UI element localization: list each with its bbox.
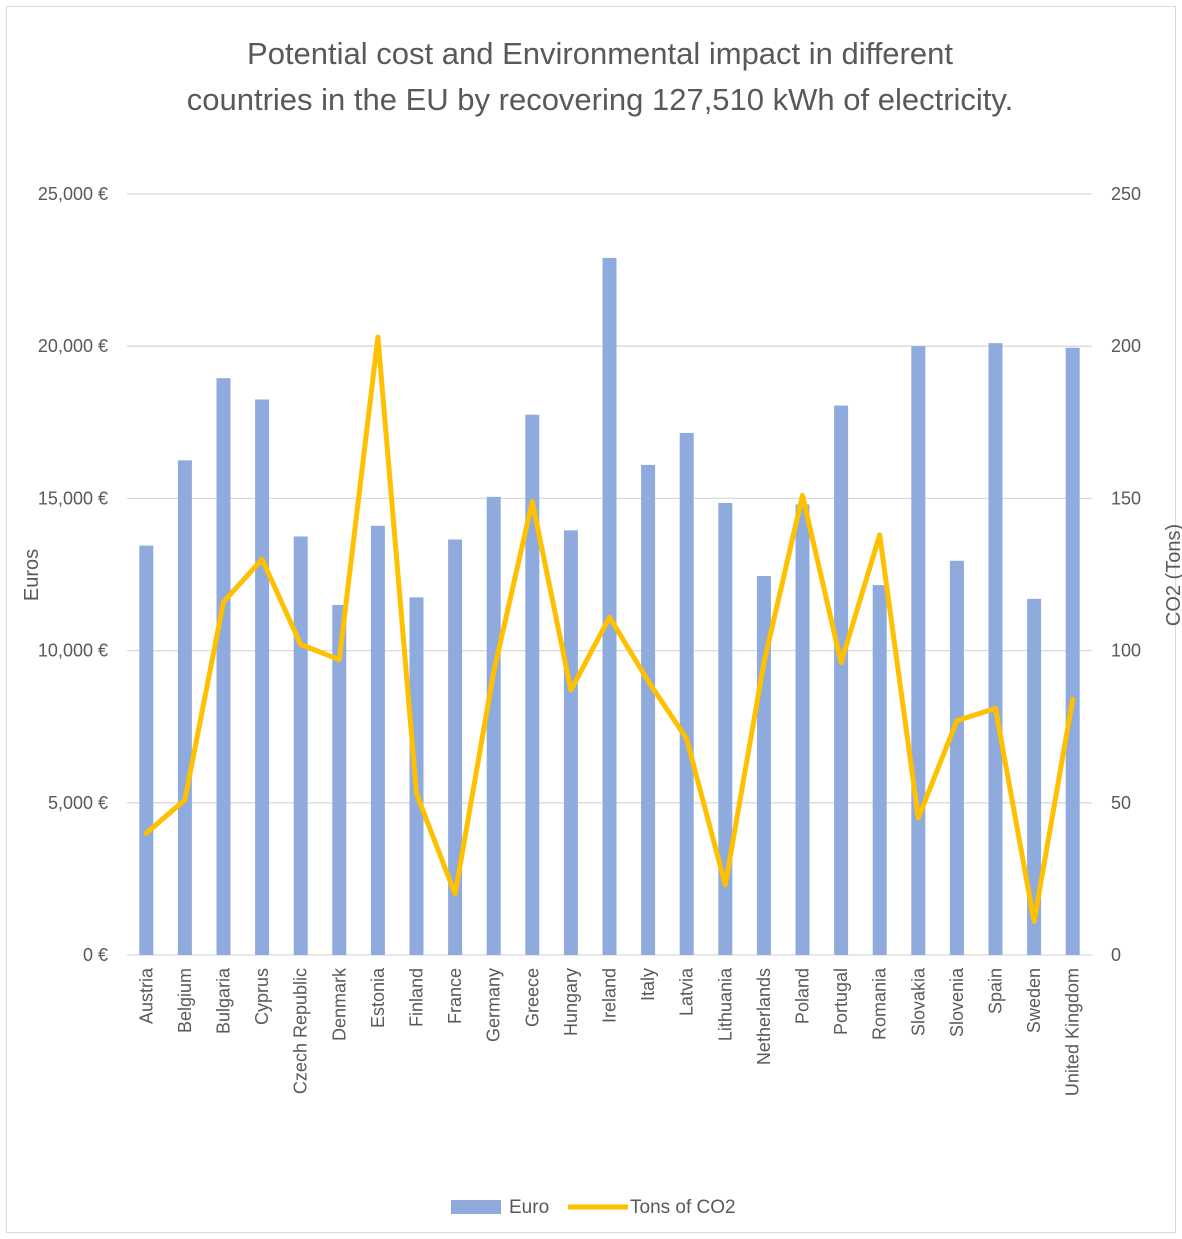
- x-tick-label: Slovenia: [947, 967, 967, 1037]
- bar-denmark: [332, 604, 347, 955]
- chart-title-line-1: Potential cost and Environmental impact …: [247, 36, 953, 71]
- x-axis: Austria Belgium Bulgaria Cyprus Czech Republ…: [136, 967, 1082, 1096]
- bar-france: [448, 539, 463, 955]
- bar-hungary: [563, 530, 578, 955]
- legend-swatch-euro: [451, 1200, 501, 1214]
- co2-line: [143, 334, 1076, 924]
- y2-tick-label: 100: [1111, 641, 1141, 661]
- bar-lithuania: [718, 502, 733, 955]
- x-tick-label: Belgium: [175, 968, 195, 1033]
- y2-tick-label: 0: [1111, 945, 1121, 965]
- x-tick-label: Bulgaria: [214, 967, 234, 1034]
- y-axis-right: 0 50 100 150 200 250: [1111, 184, 1141, 965]
- y-tick-label: 25,000 €: [38, 184, 108, 204]
- bar-spain: [988, 343, 1003, 955]
- y-axis-left: 0 € 5,000 € 10,000 € 15,000 € 20,000 € 25,000…: [38, 184, 108, 965]
- y2-tick-label: 50: [1111, 793, 1131, 813]
- x-tick-label: United Kingdom: [1063, 968, 1083, 1096]
- bar-series: [139, 257, 1080, 956]
- x-tick-label: Lithuania: [715, 967, 735, 1041]
- x-tick-label: Denmark: [329, 967, 349, 1041]
- x-tick-label: Ireland: [600, 968, 620, 1023]
- bar-italy: [641, 464, 656, 955]
- chart-frame: [6, 6, 1176, 1233]
- x-tick-label: Czech Republic: [291, 968, 311, 1094]
- y-tick-label: 0 €: [83, 945, 108, 965]
- y-tick-label: 15,000 €: [38, 488, 108, 508]
- bar-portugal: [834, 405, 849, 956]
- y-tick-label: 5,000 €: [48, 793, 108, 813]
- bar-germany: [486, 496, 501, 955]
- bar-romania: [872, 585, 887, 955]
- bar-united-kingdom: [1065, 347, 1080, 955]
- bar-greece: [525, 414, 540, 955]
- y-tick-label: 20,000 €: [38, 336, 108, 356]
- y2-axis-title: CO2 (Tons): [1163, 524, 1182, 626]
- bar-bulgaria: [216, 378, 231, 955]
- line-series: [143, 334, 1076, 924]
- x-tick-label: Hungary: [561, 968, 581, 1036]
- bar-belgium: [177, 460, 192, 955]
- x-tick-label: Romania: [870, 967, 890, 1040]
- chart-title-line-2: countries in the EU by recovering 127,51…: [187, 82, 1013, 117]
- x-tick-label: Finland: [407, 968, 427, 1027]
- bar-ireland: [602, 257, 617, 955]
- y-axis-title: Euros: [21, 549, 43, 601]
- x-tick-label: Poland: [793, 968, 813, 1024]
- x-tick-label: Austria: [136, 967, 156, 1024]
- x-tick-label: Cyprus: [252, 968, 272, 1025]
- bar-cyprus: [255, 399, 270, 956]
- x-tick-label: Spain: [986, 968, 1006, 1014]
- y2-tick-label: 150: [1111, 488, 1141, 508]
- x-tick-label: Germany: [484, 968, 504, 1042]
- x-tick-label: Slovakia: [908, 967, 928, 1036]
- y2-tick-label: 200: [1111, 336, 1141, 356]
- x-tick-label: Estonia: [368, 967, 388, 1028]
- bar-estonia: [370, 525, 385, 955]
- y-tick-label: 10,000 €: [38, 641, 108, 661]
- bar-czech-republic: [293, 536, 308, 955]
- legend-label-euro: Euro: [509, 1197, 549, 1218]
- y2-tick-label: 250: [1111, 184, 1141, 204]
- legend-label-co2: Tons of CO2: [630, 1197, 736, 1218]
- x-tick-label: Latvia: [677, 967, 697, 1016]
- bar-sweden: [1027, 598, 1042, 955]
- x-tick-label: Italy: [638, 968, 658, 1001]
- bar-slovakia: [911, 346, 926, 955]
- x-tick-label: Sweden: [1024, 968, 1044, 1033]
- bar-poland: [795, 504, 810, 955]
- bar-slovenia: [949, 560, 964, 955]
- x-tick-label: Greece: [522, 968, 542, 1027]
- x-tick-label: Netherlands: [754, 968, 774, 1065]
- x-tick-label: France: [445, 968, 465, 1024]
- bar-latvia: [679, 432, 694, 956]
- legend: Euro Tons of CO2: [451, 1197, 736, 1218]
- x-tick-label: Portugal: [831, 968, 851, 1035]
- bar-austria: [139, 545, 154, 955]
